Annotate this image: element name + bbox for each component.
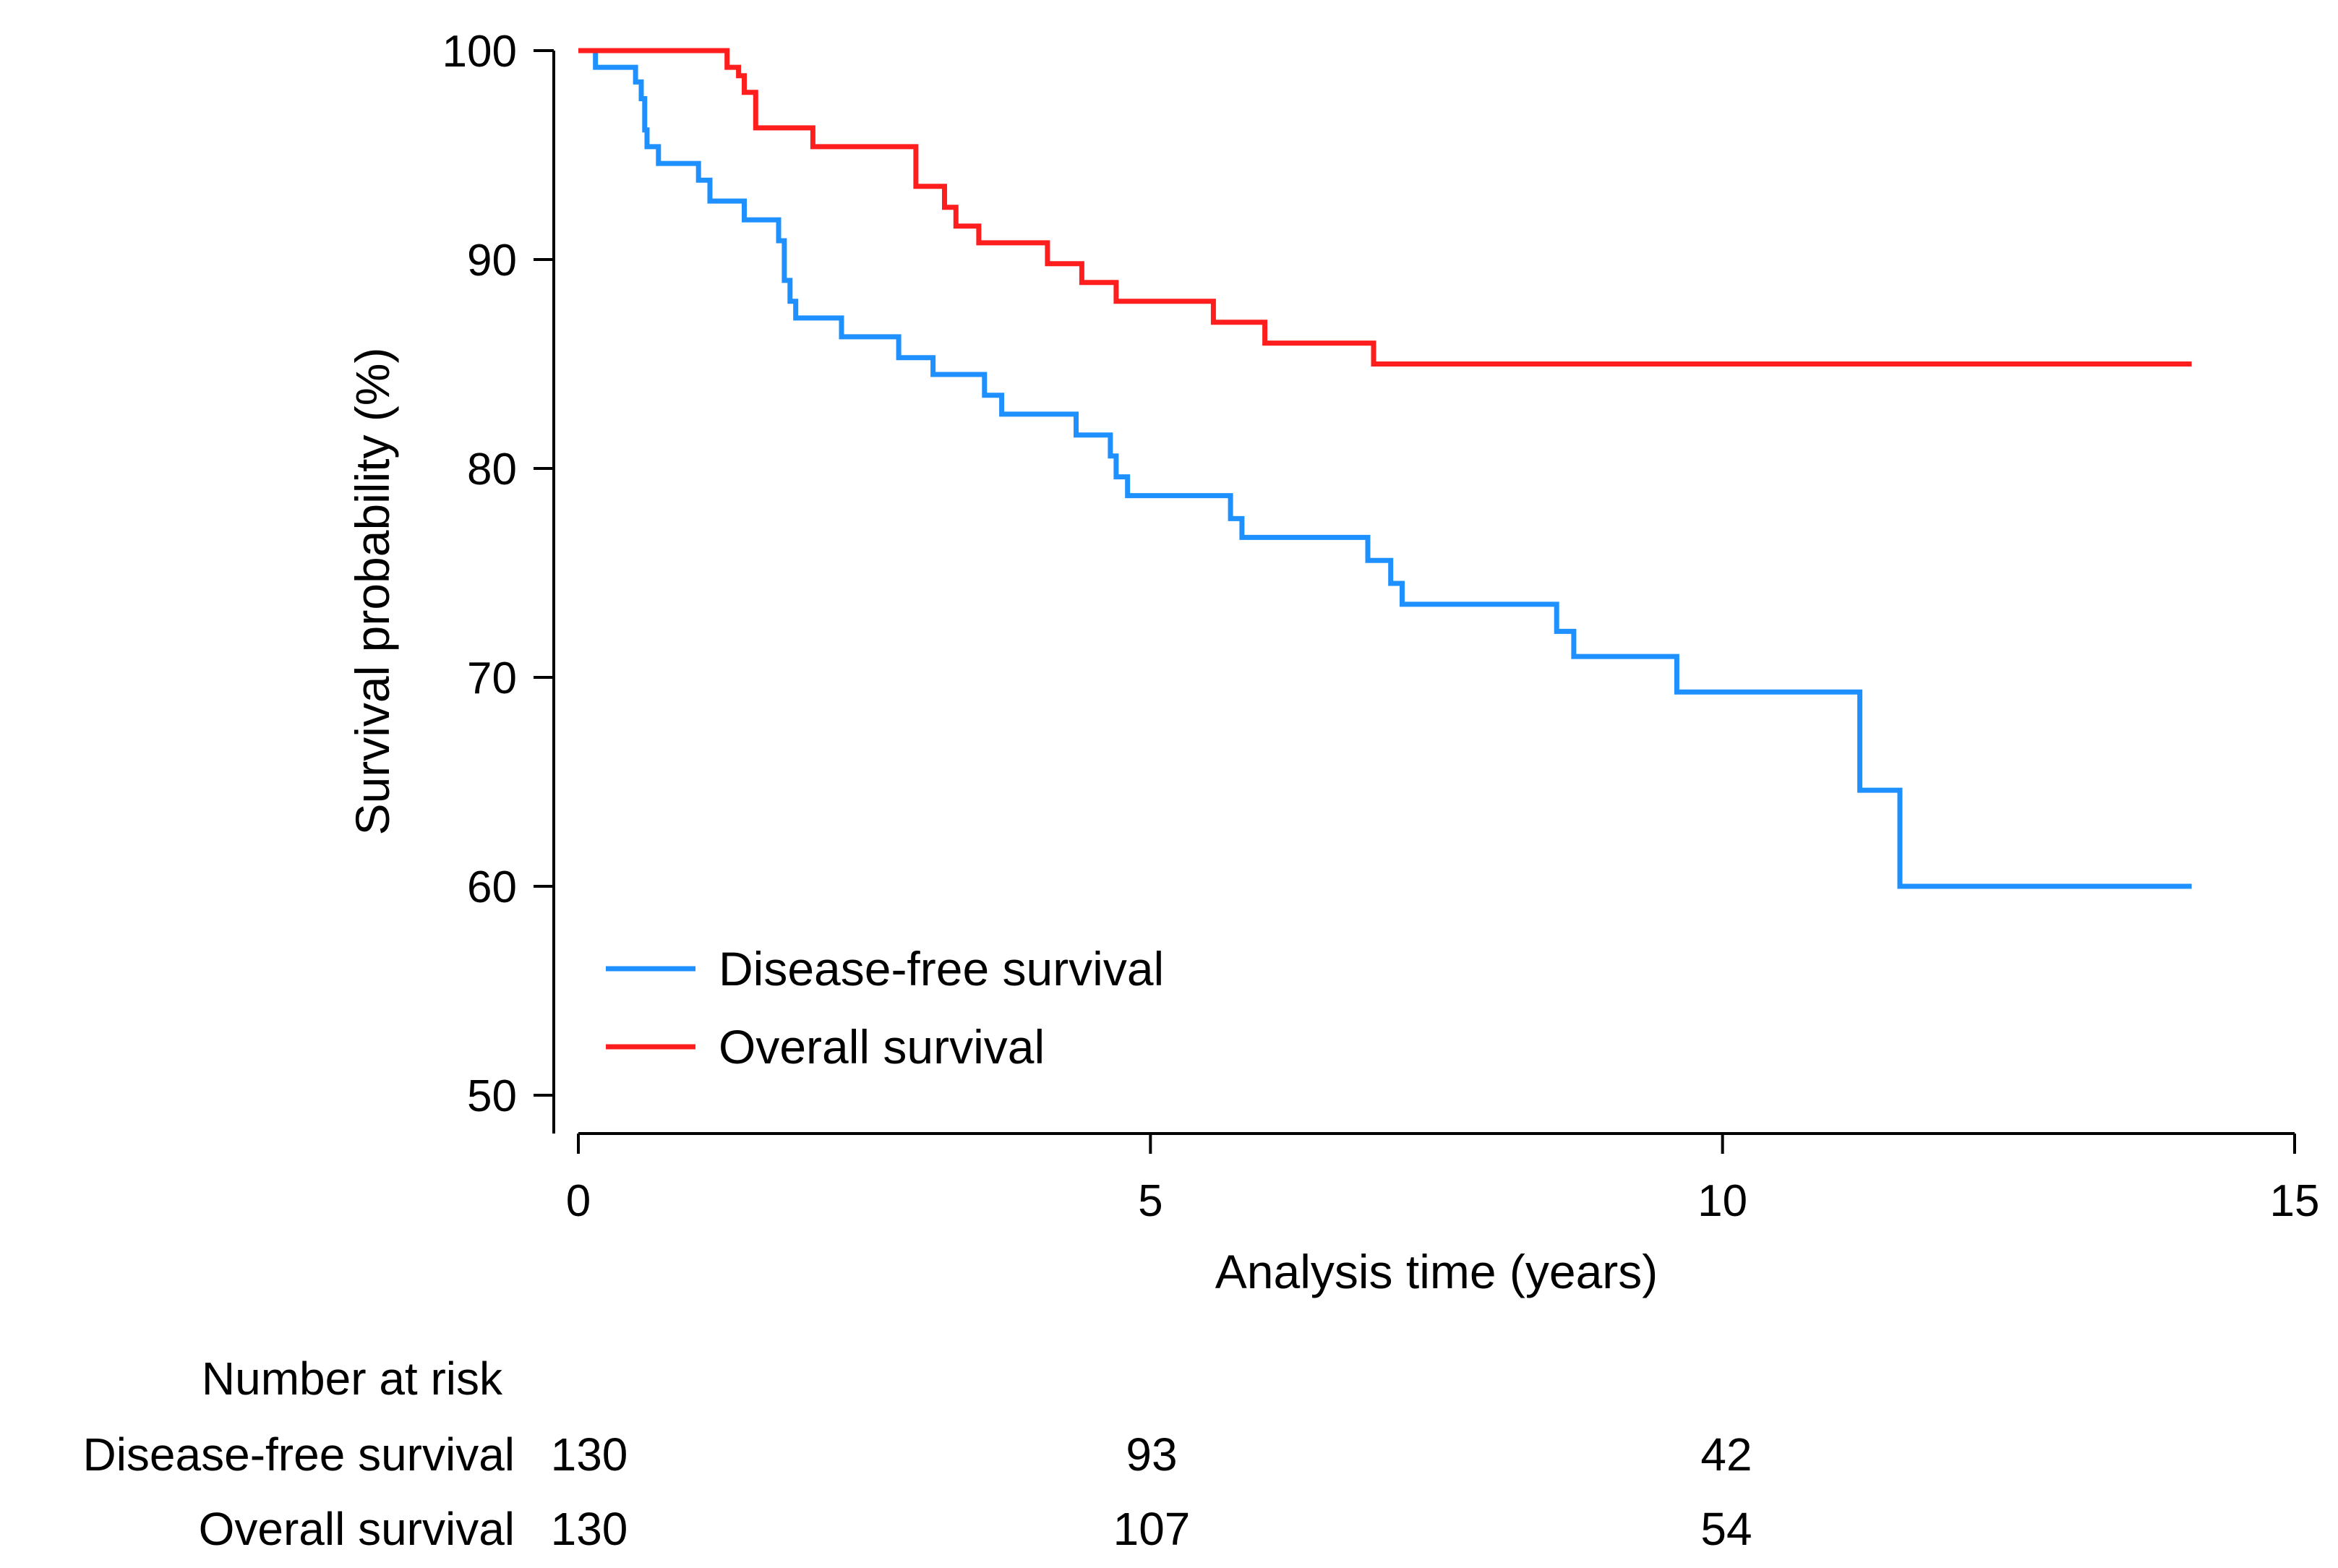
x-tick-label: 5 <box>1138 1176 1162 1226</box>
risk-row-label-overall: Overall survival <box>199 1503 515 1555</box>
y-tick-label: 90 <box>467 236 517 286</box>
x-axis-title: Analysis time (years) <box>1215 1245 1658 1298</box>
series-line-disease-free <box>578 48 2192 889</box>
y-tick-label: 60 <box>467 862 517 912</box>
y-tick-label: 100 <box>442 27 517 77</box>
risk-count: 93 <box>1126 1428 1177 1481</box>
legend-label-disease-free: Disease-free survival <box>719 942 1164 995</box>
x-tick-label: 10 <box>1697 1176 1747 1226</box>
risk-count: 107 <box>1113 1503 1191 1555</box>
risk-table-title: Number at risk <box>202 1353 503 1405</box>
risk-count: 130 <box>551 1503 628 1555</box>
series-group <box>578 48 2192 889</box>
series-line-overall <box>578 48 2192 367</box>
y-ticks: 50 60 70 80 90 100 <box>442 27 554 1121</box>
legend: Disease-free survival Overall survival <box>606 942 1164 1074</box>
x-ticks: 0 5 10 15 <box>566 1134 2320 1226</box>
risk-row-label-disease-free: Disease-free survival <box>82 1428 515 1481</box>
y-tick-label: 70 <box>467 654 517 703</box>
risk-count: 42 <box>1700 1428 1752 1481</box>
y-axis-title: Survival probability (%) <box>346 348 399 836</box>
y-tick-label: 80 <box>467 445 517 494</box>
legend-label-overall: Overall survival <box>719 1020 1045 1074</box>
risk-count: 130 <box>551 1428 628 1481</box>
risk-table: Number at risk Disease-free survival Ove… <box>82 1353 1752 1555</box>
x-tick-label: 0 <box>566 1176 591 1226</box>
y-tick-label: 50 <box>467 1071 517 1121</box>
x-tick-label: 15 <box>2270 1176 2320 1226</box>
risk-count: 54 <box>1700 1503 1752 1555</box>
